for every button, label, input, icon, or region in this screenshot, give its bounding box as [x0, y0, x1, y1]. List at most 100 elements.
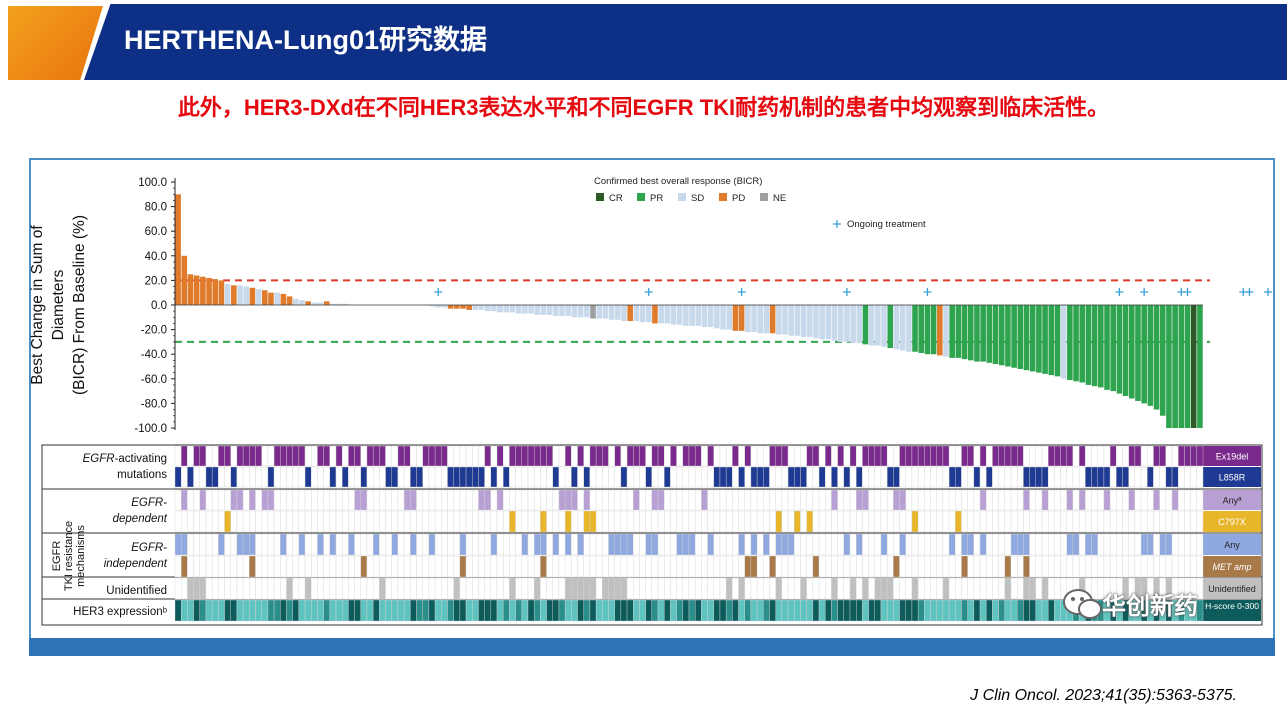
- waterfall-bar: [1135, 305, 1141, 401]
- track-cell: [273, 555, 281, 578]
- waterfall-bar: [299, 300, 305, 305]
- track-cell: [509, 555, 516, 578]
- track-cell: [732, 533, 739, 556]
- track-cell: [484, 599, 492, 622]
- waterfall-bar: [553, 305, 559, 317]
- track-cell: [831, 599, 838, 622]
- track-cell: [484, 577, 492, 600]
- waterfall-bar: [1184, 305, 1191, 428]
- track-cell: [1190, 510, 1197, 533]
- track-cell: [1097, 510, 1105, 533]
- track-cell: [1023, 510, 1030, 533]
- track-cell: [187, 555, 194, 578]
- track-cell: [1140, 489, 1148, 511]
- track-cell: [1147, 445, 1154, 467]
- track-cell: [379, 510, 386, 533]
- track-cell: [676, 533, 683, 556]
- track-cell: [862, 466, 869, 488]
- track-cell: [942, 489, 950, 511]
- track-cell: [651, 577, 659, 600]
- track-cell: [725, 533, 733, 556]
- track-cell: [1023, 555, 1030, 578]
- track-cell: [1091, 533, 1098, 556]
- track-cell: [924, 577, 931, 600]
- track-cell: [323, 599, 331, 622]
- track-cell: [1078, 445, 1086, 467]
- track-cell: [682, 489, 690, 511]
- track-cell: [385, 533, 392, 556]
- track-key-label: C797X: [1218, 517, 1246, 527]
- track-cell: [515, 466, 522, 488]
- track-cell: [948, 577, 956, 600]
- track-cell: [973, 466, 981, 488]
- track-cell: [651, 489, 659, 511]
- track-cell: [973, 510, 981, 533]
- track-cell: [713, 555, 721, 578]
- track-cell: [818, 445, 826, 467]
- track-cell: [725, 489, 733, 511]
- track-cell: [527, 555, 535, 578]
- track-cell: [1072, 466, 1080, 488]
- track-cell: [862, 555, 869, 578]
- track-cell: [366, 510, 374, 533]
- track-cell: [478, 510, 485, 533]
- waterfall-bar: [825, 305, 832, 340]
- track-cell: [657, 489, 665, 511]
- track-cell: [1190, 466, 1197, 488]
- track-cell: [651, 466, 659, 488]
- track-cell: [174, 466, 182, 488]
- track-cell: [924, 445, 931, 467]
- track-cell: [744, 445, 752, 467]
- track-cell: [540, 466, 547, 488]
- track-cell: [180, 555, 188, 578]
- track-cell: [1178, 445, 1185, 467]
- track-cell: [583, 555, 591, 578]
- track-cell: [1047, 510, 1055, 533]
- track-cell: [998, 510, 1006, 533]
- track-cell: [862, 577, 869, 600]
- track-cell: [552, 533, 560, 556]
- track-cell: [410, 577, 417, 600]
- track-cell: [267, 577, 275, 600]
- track-cell: [428, 510, 436, 533]
- track-cell: [180, 445, 188, 467]
- track-cell: [1153, 466, 1160, 488]
- track-cell: [831, 533, 838, 556]
- track-cell: [311, 555, 318, 578]
- track-cell: [180, 489, 188, 511]
- track-cell: [515, 489, 522, 511]
- track-cell: [905, 577, 913, 600]
- track-cell: [608, 555, 615, 578]
- track-cell: [775, 577, 783, 600]
- track-cell: [868, 533, 875, 556]
- track-cell: [948, 445, 956, 467]
- track-cell: [577, 445, 584, 467]
- track-cell: [255, 510, 262, 533]
- track-cell: [831, 555, 838, 578]
- track-cell: [348, 599, 355, 622]
- track-cell: [1066, 555, 1074, 578]
- track-cell: [533, 533, 541, 556]
- track-cell: [509, 489, 516, 511]
- track-cell: [533, 466, 541, 488]
- waterfall-bar: [1153, 305, 1160, 410]
- track-cell: [979, 510, 987, 533]
- waterfall-bar: [862, 305, 869, 345]
- track-cell: [571, 599, 578, 622]
- track-cell: [416, 445, 423, 467]
- track-cell: [936, 533, 944, 556]
- track-cell: [713, 599, 721, 622]
- track-cell: [639, 489, 646, 511]
- track-cell: [1159, 510, 1167, 533]
- track-cell: [1010, 445, 1018, 467]
- track-cell: [211, 489, 219, 511]
- track-cell: [1103, 466, 1111, 488]
- track-cell: [639, 466, 646, 488]
- track-cell: [707, 445, 714, 467]
- track-cell: [1159, 489, 1167, 511]
- track-cell: [967, 510, 975, 533]
- track-cell: [955, 599, 962, 622]
- track-cell: [589, 599, 597, 622]
- track-cell: [645, 466, 653, 488]
- track-cell: [806, 445, 814, 467]
